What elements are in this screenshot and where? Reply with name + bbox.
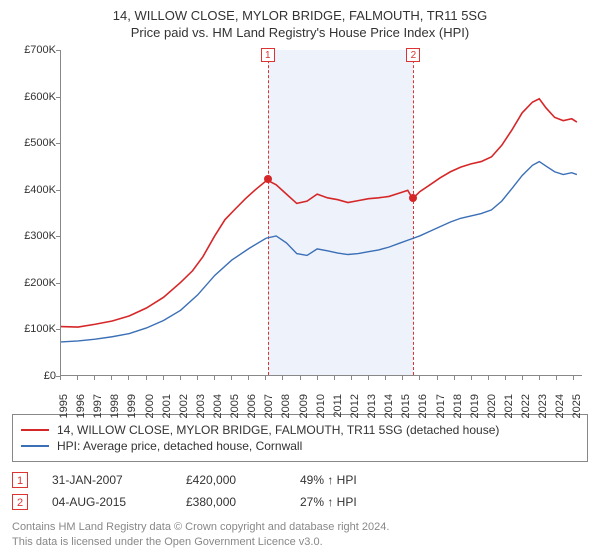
chart-subtitle: Price paid vs. HM Land Registry's House …	[12, 25, 588, 40]
legend-label-price-paid: 14, WILLOW CLOSE, MYLOR BRIDGE, FALMOUTH…	[57, 423, 499, 437]
x-tick-label: 2004	[212, 394, 224, 418]
event-date-2: 04-AUG-2015	[52, 495, 162, 509]
x-tick-label: 2025	[571, 394, 583, 418]
x-tick-label: 2006	[246, 394, 258, 418]
footnote-line-2: This data is licensed under the Open Gov…	[12, 535, 588, 550]
x-tick-label: 2003	[195, 394, 207, 418]
price-chart: 12 £0£100K£200K£300K£400K£500K£600K£700K…	[12, 46, 588, 406]
x-tick-label: 2017	[435, 394, 447, 418]
event-row-2: 2 04-AUG-2015 £380,000 27% ↑ HPI	[12, 494, 588, 510]
event-row-1: 1 31-JAN-2007 £420,000 49% ↑ HPI	[12, 472, 588, 488]
y-tick-label: £400K	[12, 184, 56, 196]
event-price-1: £420,000	[186, 473, 276, 487]
legend-row-hpi: HPI: Average price, detached house, Corn…	[21, 439, 579, 453]
x-tick-label: 2007	[263, 394, 275, 418]
x-tick-label: 2013	[366, 394, 378, 418]
x-tick-label: 1998	[109, 394, 121, 418]
x-tick-label: 2016	[417, 394, 429, 418]
legend-swatch-price-paid	[21, 429, 49, 431]
y-tick-label: £500K	[12, 137, 56, 149]
x-tick-label: 1997	[92, 394, 104, 418]
y-tick-label: £300K	[12, 230, 56, 242]
y-tick-label: £0	[12, 370, 56, 382]
x-tick-label: 2010	[315, 394, 327, 418]
event-price-2: £380,000	[186, 495, 276, 509]
x-tick-label: 2001	[161, 394, 173, 418]
x-tick-label: 1999	[126, 394, 138, 418]
y-tick-label: £700K	[12, 44, 56, 56]
x-tick-label: 2008	[280, 394, 292, 418]
x-tick-label: 2023	[537, 394, 549, 418]
x-tick-label: 2011	[332, 394, 344, 418]
x-tick-label: 2018	[452, 394, 464, 418]
x-tick-label: 2024	[554, 394, 566, 418]
legend-row-price-paid: 14, WILLOW CLOSE, MYLOR BRIDGE, FALMOUTH…	[21, 423, 579, 437]
x-tick-label: 2005	[229, 394, 241, 418]
x-tick-label: 2022	[520, 394, 532, 418]
y-tick-label: £100K	[12, 323, 56, 335]
event-date-1: 31-JAN-2007	[52, 473, 162, 487]
event-note-1: 49% ↑ HPI	[300, 473, 357, 487]
x-tick-label: 2014	[383, 394, 395, 418]
series-line-hpi	[61, 162, 577, 342]
footnote-line-1: Contains HM Land Registry data © Crown c…	[12, 520, 588, 535]
y-tick-label: £200K	[12, 277, 56, 289]
event-note-2: 27% ↑ HPI	[300, 495, 357, 509]
x-tick-label: 2020	[486, 394, 498, 418]
x-tick-label: 2021	[503, 394, 515, 418]
x-tick-label: 2009	[298, 394, 310, 418]
event-list: 1 31-JAN-2007 £420,000 49% ↑ HPI 2 04-AU…	[12, 472, 588, 510]
chart-title-address: 14, WILLOW CLOSE, MYLOR BRIDGE, FALMOUTH…	[12, 8, 588, 23]
x-tick-label: 1996	[75, 394, 87, 418]
series-line-price_paid	[61, 99, 577, 327]
chart-legend: 14, WILLOW CLOSE, MYLOR BRIDGE, FALMOUTH…	[12, 414, 588, 462]
legend-swatch-hpi	[21, 445, 49, 447]
x-tick-label: 2015	[400, 394, 412, 418]
chart-footnote: Contains HM Land Registry data © Crown c…	[12, 520, 588, 550]
event-badge-2: 2	[12, 494, 28, 510]
x-tick-label: 2019	[469, 394, 481, 418]
x-tick-label: 2012	[349, 394, 361, 418]
x-tick-label: 1995	[58, 394, 70, 418]
legend-label-hpi: HPI: Average price, detached house, Corn…	[57, 439, 302, 453]
event-badge-1: 1	[12, 472, 28, 488]
y-tick-label: £600K	[12, 91, 56, 103]
x-tick-label: 2002	[178, 394, 190, 418]
x-tick-label: 2000	[144, 394, 156, 418]
